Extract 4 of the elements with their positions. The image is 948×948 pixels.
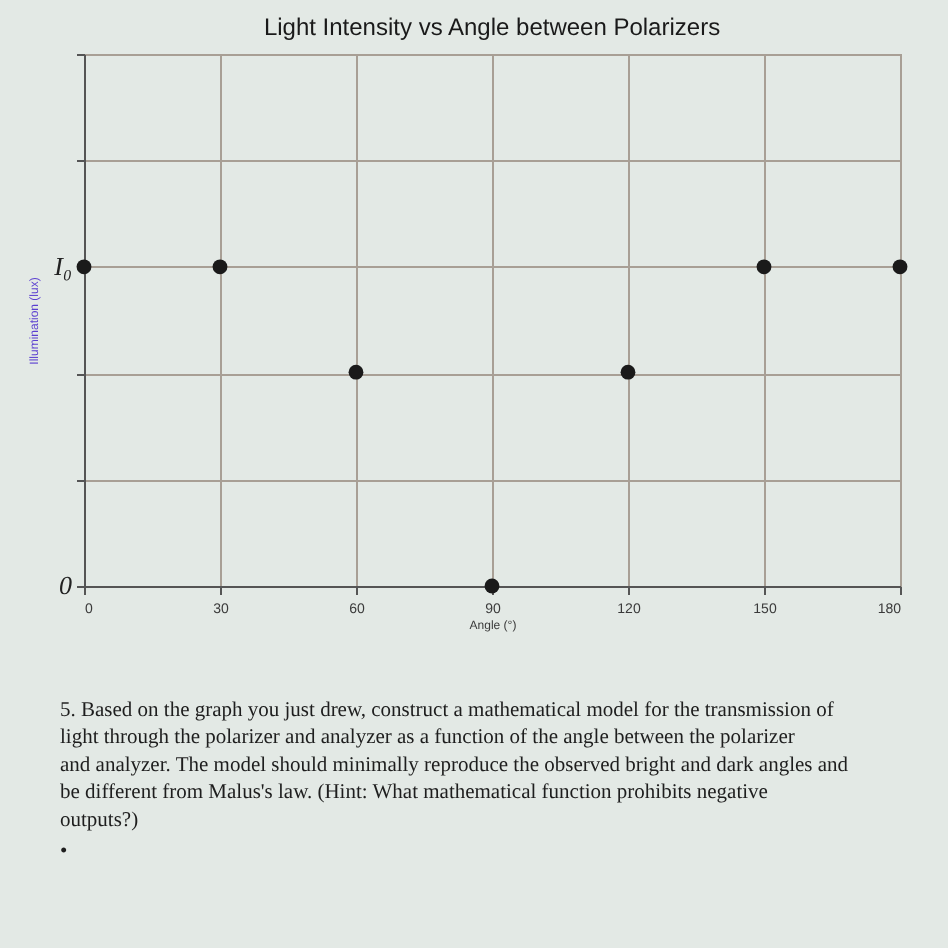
chart-title: Light Intensity vs Angle between Polarizers (263, 13, 721, 41)
text: • (60, 841, 68, 863)
annotation: I₀ (52, 250, 72, 281)
text: 5. Based on the graph you just drew, construct a mathematical model for the transmission of light through the polarizer and analyzer as a function of the angle between the polarizer and analyzer. The model should minimally reproduce the observed bright and dark angles and be different from Malus's law. (Hint: What mathematical function prohibits negative outputs?) (60, 700, 850, 832)
